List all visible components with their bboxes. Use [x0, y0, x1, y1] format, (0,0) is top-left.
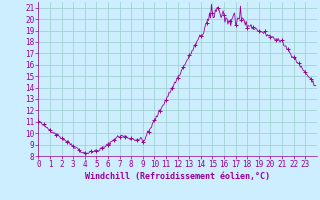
- X-axis label: Windchill (Refroidissement éolien,°C): Windchill (Refroidissement éolien,°C): [85, 172, 270, 181]
